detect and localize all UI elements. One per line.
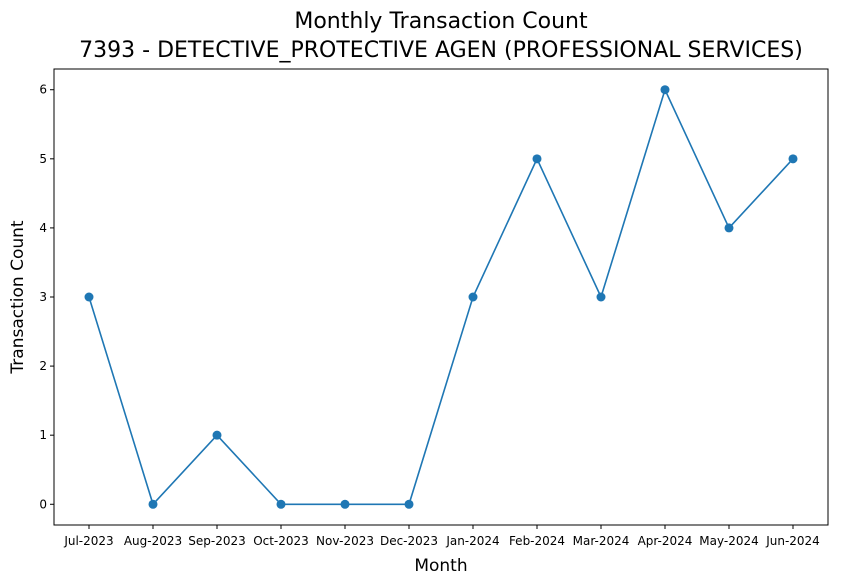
- x-axis-label: Month: [414, 556, 467, 576]
- data-point: [532, 154, 542, 164]
- x-tick-label: Apr-2024: [638, 534, 693, 548]
- x-tick-label: Jul-2023: [63, 534, 113, 548]
- x-tick-label: Oct-2023: [253, 534, 309, 548]
- x-tick-label: Jun-2024: [765, 534, 820, 548]
- x-tick-label: Aug-2023: [124, 534, 182, 548]
- y-tick-label: 5: [39, 152, 47, 166]
- x-axis: Jul-2023 Aug-2023 Sep-2023 Oct-2023 Nov-2023…: [63, 525, 820, 548]
- data-point: [84, 292, 94, 302]
- y-tick-label: 2: [39, 359, 47, 373]
- data-point: [404, 499, 414, 509]
- y-tick-label: 0: [39, 497, 47, 511]
- data-point: [340, 499, 350, 509]
- data-point: [596, 292, 606, 302]
- y-tick-label: 3: [39, 290, 47, 304]
- data-point: [212, 430, 222, 440]
- y-tick-label: 4: [39, 221, 47, 235]
- y-axis: 0 1 2 3 4 5 6: [39, 83, 54, 511]
- data-point: [724, 223, 734, 233]
- x-tick-label: May-2024: [699, 534, 758, 548]
- x-tick-label: Mar-2024: [573, 534, 630, 548]
- x-tick-label: Dec-2023: [380, 534, 438, 548]
- chart-title: Monthly Transaction Count: [294, 9, 588, 34]
- data-point: [276, 499, 286, 509]
- data-point: [468, 292, 478, 302]
- y-tick-label: 1: [39, 428, 47, 442]
- x-tick-label: Jan-2024: [445, 534, 499, 548]
- y-tick-label: 6: [39, 83, 47, 97]
- data-point: [788, 154, 798, 164]
- x-tick-label: Feb-2024: [509, 534, 565, 548]
- chart-subtitle: 7393 - DETECTIVE_PROTECTIVE AGEN (PROFES…: [79, 38, 803, 63]
- data-point: [148, 499, 158, 509]
- x-tick-label: Nov-2023: [316, 534, 374, 548]
- y-axis-label: Transaction Count: [8, 220, 28, 374]
- x-tick-label: Sep-2023: [188, 534, 246, 548]
- series-layer: [84, 85, 798, 509]
- series-line: [88, 87, 794, 506]
- plot-area: [53, 68, 829, 526]
- data-point: [660, 85, 670, 95]
